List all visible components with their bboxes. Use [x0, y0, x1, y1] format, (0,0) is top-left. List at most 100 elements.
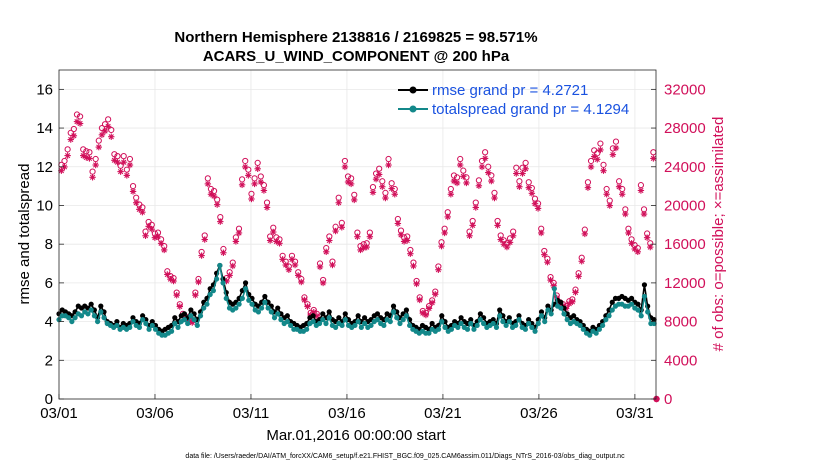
obs-assimilated-marker	[164, 271, 171, 278]
obs-assimilated-stroke	[270, 229, 276, 235]
obs-assimilated-stroke	[236, 230, 242, 236]
obs-assimilated-stroke	[155, 234, 161, 240]
obs-assimilated-stroke	[491, 195, 498, 201]
obs-assimilated-stroke	[61, 164, 68, 170]
legend-rmse-label: rmse grand pr = 4.2721	[432, 82, 588, 99]
obs-assimilated-marker	[347, 180, 355, 188]
left-tick-label: 4	[45, 314, 53, 331]
obs-assimilated-marker	[382, 194, 389, 202]
series-point-rmse	[98, 303, 104, 309]
obs-assimilated-marker	[544, 258, 551, 266]
obs-assimilated-marker	[597, 146, 604, 154]
obs-assimilated-stroke	[522, 166, 529, 172]
obs-assimilated-marker	[569, 298, 576, 306]
obs-assimilated-stroke	[304, 303, 311, 310]
series-point-spread	[201, 305, 207, 311]
series-point-spread	[214, 276, 220, 282]
series-point-rmse	[326, 309, 332, 315]
series-point-rmse	[172, 315, 178, 321]
obs-assimilated-stroke	[317, 264, 323, 270]
series-point-spread	[239, 295, 245, 301]
obs-possible-marker	[83, 148, 90, 155]
series-point-spread	[400, 317, 406, 323]
y-axis-label-left: rmse and totalspread	[16, 164, 33, 305]
obs-assimilated-marker	[114, 158, 121, 166]
series-point-spread	[85, 311, 91, 317]
series-point-rmse	[275, 305, 281, 311]
series-point-spread	[284, 318, 290, 325]
obs-possible-marker	[64, 146, 71, 153]
chart-title-line2: ACARS_U_WIND_COMPONENT @ 200 hPa	[203, 48, 510, 65]
obs-assimilated-stroke	[202, 236, 208, 243]
series-point-spread	[513, 322, 519, 329]
series-point-spread	[339, 322, 345, 329]
obs-assimilated-stroke	[167, 276, 174, 282]
obs-assimilated-stroke	[572, 289, 579, 296]
obs-assimilated-marker	[375, 171, 383, 178]
series-point-spread	[149, 322, 155, 329]
obs-assimilated-stroke	[448, 191, 454, 197]
obs-assimilated-marker	[226, 272, 233, 279]
obs-assimilated-stroke	[227, 272, 233, 279]
obs-assimilated-stroke	[295, 272, 301, 279]
series-point-spread	[506, 318, 512, 325]
obs-assimilated-stroke	[616, 184, 622, 190]
series-point-spread	[577, 322, 583, 329]
obs-assimilated-stroke	[258, 179, 264, 185]
obs-assimilated-stroke	[217, 219, 223, 225]
obs-assimilated-stroke	[158, 240, 164, 246]
obs-assimilated-stroke	[463, 180, 470, 186]
obs-assimilated-marker	[132, 199, 140, 206]
obs-assimilated-marker	[522, 165, 529, 172]
obs-assimilated-stroke	[71, 133, 77, 139]
obs-assimilated-stroke	[541, 252, 547, 258]
obs-assimilated-marker	[220, 249, 227, 256]
series-point-spread	[545, 307, 551, 313]
obs-assimilated-stroke	[457, 162, 463, 168]
obs-assimilated-marker	[129, 188, 137, 195]
obs-assimilated-stroke	[111, 157, 117, 163]
series-point-spread	[407, 322, 413, 329]
series-point-rmse	[361, 315, 368, 321]
obs-assimilated-marker	[204, 180, 212, 188]
obs-assimilated-stroke	[569, 299, 575, 305]
obs-assimilated-stroke	[286, 267, 292, 273]
obs-assimilated-marker	[438, 242, 445, 250]
series-point-spread	[66, 315, 72, 321]
obs-assimilated-marker	[363, 243, 370, 251]
obs-assimilated-marker	[285, 266, 293, 273]
obs-assimilated-stroke	[117, 168, 124, 175]
series-point-spread	[140, 317, 146, 323]
series-point-rmse	[490, 317, 496, 323]
obs-assimilated-marker	[509, 232, 517, 239]
obs-assimilated-stroke	[177, 303, 183, 310]
series-point-spread	[471, 326, 477, 332]
series-point-spread	[69, 318, 75, 325]
series-point-spread	[185, 320, 191, 327]
obs-assimilated-stroke	[510, 233, 516, 239]
series-point-rmse	[571, 313, 577, 319]
obs-assimilated-stroke	[130, 188, 136, 195]
series-point-rmse	[242, 280, 249, 286]
obs-assimilated-stroke	[86, 155, 93, 162]
obs-assimilated-stroke	[429, 300, 435, 306]
series-point-spread	[358, 324, 364, 330]
series-point-rmse	[284, 313, 290, 319]
series-point-spread	[503, 322, 509, 329]
obs-assimilated-marker	[447, 191, 455, 198]
series-point-spread	[529, 324, 535, 330]
series-point-spread	[641, 293, 648, 300]
obs-assimilated-stroke	[251, 181, 258, 187]
right-tick-label: 4000	[664, 352, 697, 369]
series-point-spread	[490, 320, 496, 327]
obs-assimilated-stroke	[482, 155, 488, 162]
obs-possible-marker	[587, 157, 595, 165]
footer-data-file: data file: /Users/raeder/DAI/ATM_forcXX/…	[185, 453, 625, 460]
series-point-spread	[114, 322, 120, 329]
series-point-spread	[259, 305, 265, 311]
series-point-spread	[91, 313, 97, 319]
obs-assimilated-stroke	[513, 170, 519, 177]
obs-assimilated-stroke	[423, 312, 429, 318]
obs-assimilated-stroke	[248, 196, 255, 202]
obs-possible-marker	[95, 137, 102, 144]
